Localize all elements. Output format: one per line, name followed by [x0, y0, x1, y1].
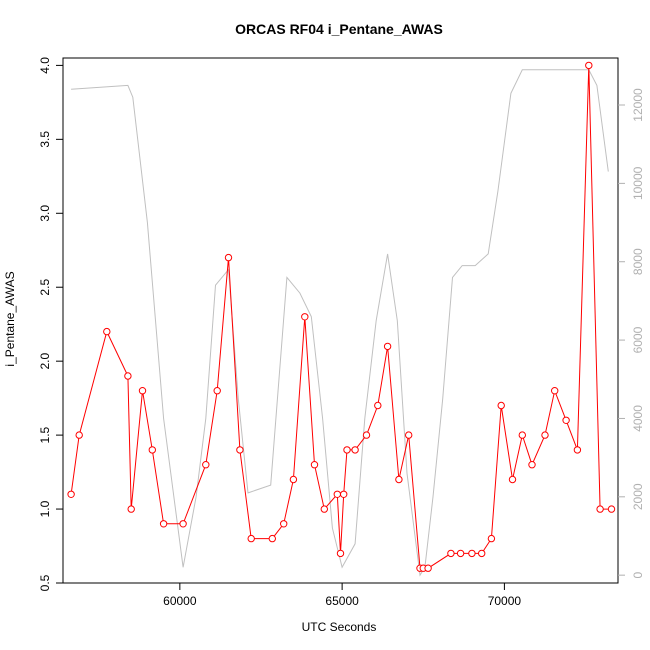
y-tick-label: 2.0 [38, 353, 52, 370]
data-point [280, 520, 288, 528]
chart-title: ORCAS RF04 i_Pentane_AWAS [235, 21, 443, 37]
data-point [468, 549, 476, 558]
data-point [573, 446, 582, 454]
data-point [336, 549, 345, 558]
y-tick-label: 3.0 [38, 205, 52, 222]
data-point [202, 461, 210, 469]
data-point [497, 401, 505, 410]
data-point [148, 446, 157, 454]
data-point [138, 387, 147, 395]
data-point [607, 505, 616, 513]
data-point [374, 401, 382, 410]
data-point [518, 431, 526, 439]
data-point [268, 534, 276, 543]
y2-tick-label: 6000 [631, 326, 645, 353]
y-tick-label: 4.0 [38, 57, 52, 74]
y-axis: 0.5 1.0 1.5 2.0 2.5 3.0 3.5 4.0 [38, 57, 63, 591]
y2-tick-label: 2000 [631, 483, 645, 510]
data-point [551, 387, 559, 395]
y-tick-label: 0.5 [38, 574, 52, 591]
data-point [351, 446, 359, 454]
data-point [340, 490, 348, 498]
data-point [362, 431, 371, 439]
data-point [395, 475, 403, 484]
y-tick-label: 1.5 [38, 426, 52, 443]
y-tick-label: 3.5 [38, 131, 52, 148]
data-point [213, 387, 221, 395]
data-point [478, 549, 486, 558]
data-point [447, 549, 455, 558]
y-tick-label: 2.5 [38, 279, 52, 296]
x-axis: 60000 65000 70000 [163, 583, 521, 608]
y2-tick-label: 4000 [631, 405, 645, 432]
data-point [103, 327, 111, 336]
x-tick-label: 60000 [163, 594, 197, 608]
y2-axis: 0 2000 4000 6000 8000 10000 12000 [618, 88, 645, 579]
x-axis-label: UTC Seconds [302, 620, 377, 634]
data-point [405, 431, 413, 439]
data-point [343, 446, 351, 454]
x-tick-label: 70000 [488, 594, 522, 608]
data-point [301, 313, 309, 321]
data-point [383, 342, 392, 351]
data-point [179, 520, 187, 528]
data-point [320, 505, 328, 513]
y-axis-label: i_Pentane_AWAS [3, 271, 17, 366]
data-point [596, 505, 604, 513]
data-point [585, 61, 593, 70]
data-point [289, 475, 298, 484]
data-point [424, 564, 432, 572]
data-point [127, 505, 135, 513]
data-point [67, 490, 75, 498]
data-point [236, 446, 244, 454]
data-point [456, 549, 465, 558]
series-line-altitude [71, 69, 609, 577]
data-point [562, 416, 570, 424]
series-layer [67, 61, 616, 577]
data-point [333, 490, 341, 498]
data-point [224, 253, 233, 262]
data-point [124, 372, 132, 380]
data-point [541, 431, 549, 439]
x-tick-label: 65000 [325, 594, 359, 608]
plot-frame [62, 57, 619, 584]
y2-tick-label: 12000 [631, 88, 645, 122]
data-point [75, 431, 83, 439]
data-point [247, 534, 255, 543]
y2-tick-label: 8000 [631, 248, 645, 275]
data-point [487, 534, 496, 543]
data-point [310, 461, 319, 469]
data-point [528, 461, 536, 469]
y2-tick-label: 10000 [631, 166, 645, 200]
y2-tick-label: 0 [631, 572, 645, 579]
data-point [159, 520, 168, 528]
data-point [508, 475, 517, 484]
y-tick-label: 1.0 [38, 500, 52, 517]
